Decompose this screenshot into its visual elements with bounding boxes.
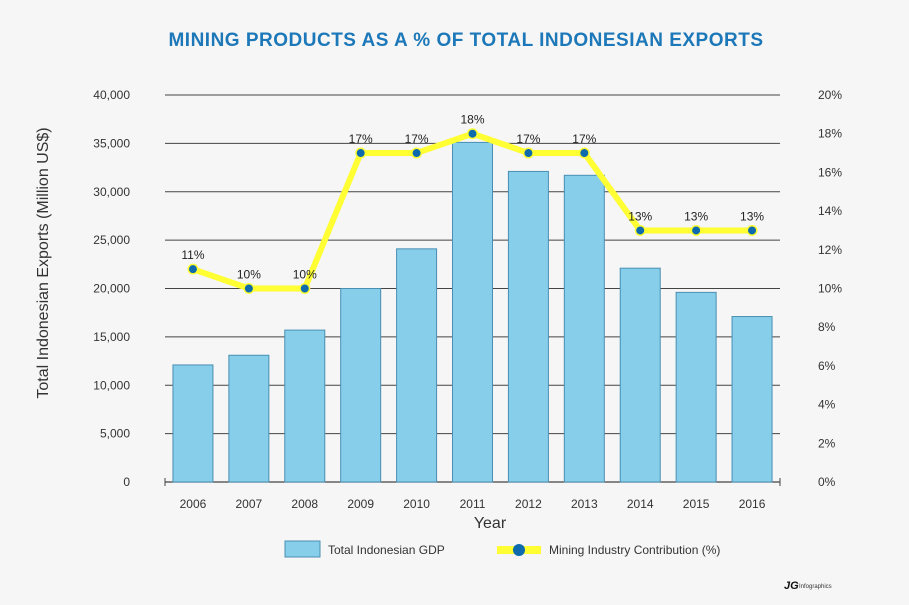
legend-line-marker — [513, 544, 525, 556]
y2-axis-ticks: 0% 2% 4% 6% 8% 10% 12% 14% 16% 18% 20% — [818, 88, 842, 489]
line-point — [244, 284, 253, 293]
y2-tick-label: 8% — [818, 320, 836, 334]
line-point — [188, 265, 197, 274]
data-label: 13% — [628, 209, 652, 223]
y-tick-label: 10,000 — [93, 378, 130, 392]
x-tick-label: 2012 — [515, 497, 542, 511]
y-tick-label: 5,000 — [100, 427, 130, 441]
bar — [396, 248, 438, 483]
line-point — [356, 149, 365, 158]
x-tick-label: 2008 — [291, 497, 318, 511]
y-axis-label: Total Indonesian Exports (Million US$) — [35, 127, 52, 398]
data-label: 17% — [349, 132, 373, 146]
data-label: 17% — [572, 132, 596, 146]
y-axis-ticks: 0 5,000 10,000 15,000 20,000 25,000 30,000 35,0… — [93, 88, 130, 489]
y2-tick-label: 0% — [818, 475, 836, 489]
y2-tick-label: 16% — [818, 165, 842, 179]
data-label: 13% — [684, 209, 708, 223]
x-tick-label: 2014 — [627, 497, 654, 511]
bar — [507, 170, 549, 483]
y2-tick-label: 2% — [818, 436, 836, 450]
line-point — [412, 149, 421, 158]
data-label: 17% — [405, 132, 429, 146]
y-tick-label: 25,000 — [93, 233, 130, 247]
data-label: 17% — [516, 132, 540, 146]
data-label: 18% — [460, 113, 484, 127]
line-point — [468, 129, 477, 138]
y-tick-label: 35,000 — [93, 136, 130, 150]
bar — [563, 174, 605, 483]
data-label: 10% — [237, 268, 261, 282]
y-tick-label: 15,000 — [93, 330, 130, 344]
x-tick-label: 2009 — [347, 497, 374, 511]
bar — [228, 354, 270, 483]
line-point — [748, 226, 757, 235]
data-label: 11% — [181, 248, 204, 262]
bar — [452, 141, 493, 483]
bars — [172, 141, 773, 483]
y2-tick-label: 10% — [818, 282, 842, 296]
x-tick-label: 2010 — [403, 497, 430, 511]
line-series: 11% 10% 10% 17% 17% 18% 17% 17% 13% 13% 13% — [181, 113, 764, 294]
brand-logo: JG Infographics — [784, 580, 832, 592]
line-point — [580, 149, 589, 158]
line-point — [692, 226, 701, 235]
y2-tick-label: 6% — [818, 359, 836, 373]
brand-logo-text: JG — [784, 580, 799, 592]
y2-tick-label: 12% — [818, 243, 842, 257]
y2-tick-label: 18% — [818, 127, 842, 141]
x-tick-label: 2006 — [180, 497, 207, 511]
x-axis-ticks: 2006 2007 2008 2009 2010 2011 2012 2013 2014 2015… — [180, 497, 766, 511]
data-label: 10% — [293, 268, 317, 282]
line-point — [300, 284, 309, 293]
legend: Total Indonesian GDP Mining Industry Con… — [284, 540, 720, 558]
bar — [172, 364, 214, 483]
legend-bar-label: Total Indonesian GDP — [328, 543, 445, 557]
line-point — [524, 149, 533, 158]
y2-tick-label: 20% — [818, 88, 842, 102]
brand-sub-text: Infographics — [799, 584, 832, 590]
chart-title: MINING PRODUCTS AS A % OF TOTAL INDONESI… — [168, 30, 763, 51]
bar — [284, 329, 326, 483]
y2-tick-label: 4% — [818, 398, 836, 412]
x-tick-label: 2013 — [571, 497, 598, 511]
y-tick-label: 0 — [123, 475, 130, 489]
data-label: 13% — [740, 209, 764, 223]
line-point — [636, 226, 645, 235]
x-tick-label: 2016 — [739, 497, 766, 511]
y-tick-label: 40,000 — [93, 88, 130, 102]
bar — [340, 288, 382, 483]
legend-line-label: Mining Industry Contribution (%) — [549, 543, 720, 557]
y-tick-label: 30,000 — [93, 185, 130, 199]
legend-bar-swatch — [284, 540, 321, 558]
y2-tick-label: 14% — [818, 204, 842, 218]
bar — [675, 291, 717, 483]
x-tick-label: 2011 — [460, 497, 486, 511]
bar — [731, 316, 773, 483]
x-tick-label: 2015 — [683, 497, 710, 511]
x-axis-label: Year — [474, 515, 507, 532]
bar — [619, 267, 661, 483]
x-tick-label: 2007 — [236, 497, 263, 511]
y-tick-label: 20,000 — [93, 282, 130, 296]
